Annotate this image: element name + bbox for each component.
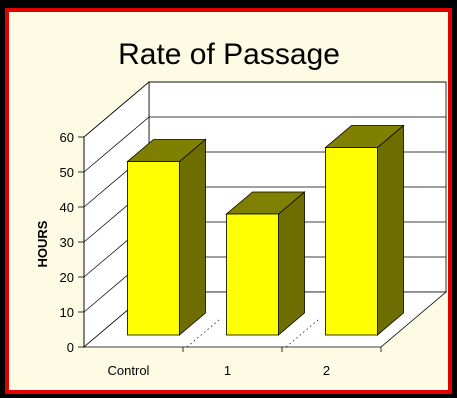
x-tick-label: 1 — [224, 363, 231, 378]
bar-side — [377, 124, 404, 336]
bar-front — [226, 213, 279, 336]
bar — [324, 124, 405, 336]
y-tick-label: 50 — [60, 165, 74, 180]
bar — [126, 138, 207, 336]
y-tick-label: 0 — [67, 340, 74, 355]
gridline — [83, 116, 446, 173]
chart-title: Rate of Passage — [118, 38, 340, 71]
bar-side — [179, 138, 206, 336]
bars — [126, 124, 405, 336]
x-axis: Control 1 2 — [108, 319, 382, 378]
chart-frame: Rate of Passage 0 10 20 30 40 50 60 Control 1 2 … — [5, 8, 452, 394]
y-tick-label: 60 — [60, 130, 74, 145]
bar-front — [325, 147, 378, 336]
bar-side — [278, 191, 305, 336]
bar — [225, 191, 306, 336]
y-tick-label: 10 — [60, 305, 74, 320]
bar-front — [127, 161, 180, 336]
y-axis-label: HOURS — [35, 220, 50, 267]
gridline — [83, 81, 446, 138]
y-tick-label: 30 — [60, 235, 74, 250]
y-axis: 0 10 20 30 40 50 60 — [60, 130, 85, 355]
y-tick-label: 40 — [60, 200, 74, 215]
x-tick-label: 2 — [323, 363, 330, 378]
y-tick-label: 20 — [60, 270, 74, 285]
x-tick-label: Control — [108, 363, 150, 378]
